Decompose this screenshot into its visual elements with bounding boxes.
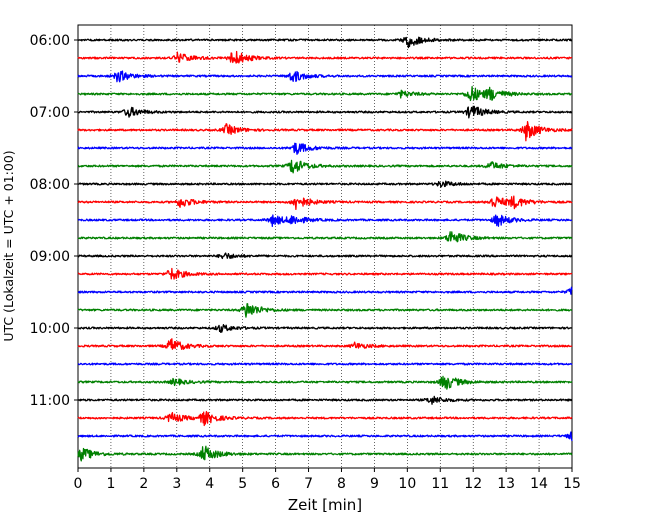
seismic-traces xyxy=(77,36,573,462)
x-tick-label-14: 14 xyxy=(530,476,548,492)
trace-row-16 xyxy=(77,323,573,333)
x-tick-label-5: 5 xyxy=(238,476,247,492)
trace-row-22 xyxy=(77,431,573,442)
x-tick-label-13: 13 xyxy=(497,476,515,492)
trace-row-13 xyxy=(77,267,573,280)
trace-row-15 xyxy=(77,303,573,318)
trace-row-11 xyxy=(77,231,573,243)
x-tick-label-4: 4 xyxy=(205,476,214,492)
y-axis-ticks: 06:00 07:00 08:00 09:00 10:00 11:00 xyxy=(30,33,78,409)
trace-row-21 xyxy=(77,410,573,427)
trace-row-10 xyxy=(77,214,573,227)
trace-row-3 xyxy=(77,86,573,102)
trace-row-7 xyxy=(77,159,573,174)
trace-row-20 xyxy=(77,395,573,405)
y-tick-label-10:00: 10:00 xyxy=(30,321,70,337)
x-axis-label: Zeit [min] xyxy=(288,496,362,514)
y-tick-label-07:00: 07:00 xyxy=(30,105,70,121)
trace-row-4 xyxy=(77,105,573,119)
y-tick-label-09:00: 09:00 xyxy=(30,249,70,265)
x-tick-label-12: 12 xyxy=(464,476,482,492)
trace-row-23 xyxy=(77,445,573,462)
y-tick-label-11:00: 11:00 xyxy=(30,393,70,409)
minute-gridlines xyxy=(110,25,540,468)
y-tick-label-06:00: 06:00 xyxy=(30,33,70,49)
x-tick-label-1: 1 xyxy=(106,476,115,492)
x-tick-label-7: 7 xyxy=(304,476,313,492)
x-tick-label-2: 2 xyxy=(139,476,148,492)
y-axis-label: UTC (Lokalzeit = UTC + 01:00) xyxy=(1,150,16,341)
x-tick-label-6: 6 xyxy=(271,476,280,492)
trace-row-19 xyxy=(77,375,573,390)
x-axis-ticks: 0 1 2 3 4 5 6 7 8 9 10 11 12 13 14 15 xyxy=(74,468,581,492)
x-tick-label-0: 0 xyxy=(74,476,83,492)
y-tick-label-08:00: 08:00 xyxy=(30,177,70,193)
x-tick-label-8: 8 xyxy=(337,476,346,492)
x-tick-label-11: 11 xyxy=(431,476,449,492)
x-tick-label-9: 9 xyxy=(370,476,379,492)
trace-row-1 xyxy=(77,50,573,64)
trace-row-6 xyxy=(77,142,573,155)
trace-row-0 xyxy=(77,36,573,49)
trace-row-18 xyxy=(77,362,573,366)
trace-row-17 xyxy=(77,338,573,350)
trace-row-14 xyxy=(77,286,573,295)
trace-row-2 xyxy=(77,70,573,83)
x-tick-label-3: 3 xyxy=(172,476,181,492)
trace-row-9 xyxy=(77,195,573,211)
trace-row-5 xyxy=(77,121,573,142)
trace-row-12 xyxy=(77,252,573,260)
x-tick-label-10: 10 xyxy=(398,476,416,492)
trace-row-8 xyxy=(77,180,573,188)
x-tick-label-15: 15 xyxy=(563,476,581,492)
